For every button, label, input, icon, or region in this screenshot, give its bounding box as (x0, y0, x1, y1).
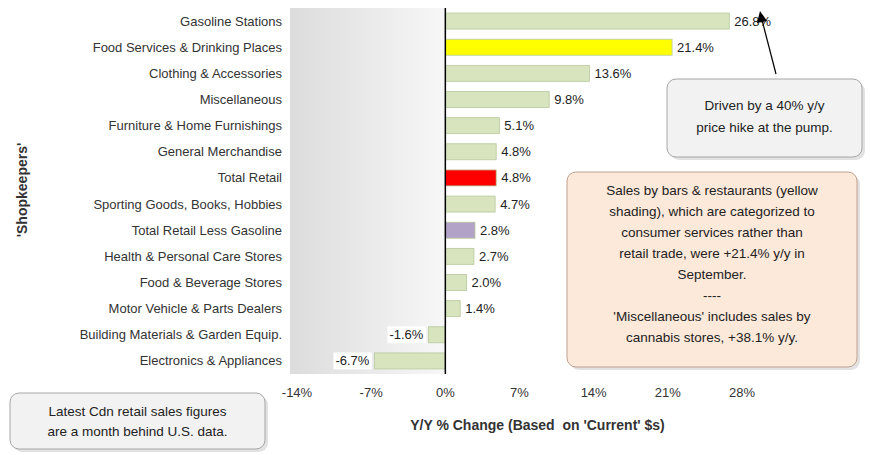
data-label: 4.7% (500, 197, 530, 212)
bar (374, 353, 445, 369)
tick-label: -7% (360, 385, 384, 400)
category-label: Total Retail (218, 170, 282, 185)
annotation-box (567, 172, 857, 367)
bar (445, 92, 549, 108)
annotation: Driven by a 40% y/y price hike at the pum… (667, 79, 865, 160)
category-label: Sporting Goods, Books, Hobbies (93, 197, 282, 212)
chart: Gasoline Stations Food Services & Drinkin… (0, 0, 870, 455)
annotation-text: price hike at the pump. (696, 120, 833, 135)
annotation-text: ---- (703, 288, 721, 303)
data-label-bg (463, 300, 497, 317)
data-label: 9.8% (554, 92, 584, 107)
annotation-box (667, 79, 862, 157)
data-label: 13.6% (594, 66, 631, 81)
data-label: 1.4% (465, 301, 495, 316)
category-label: Miscellaneous (200, 92, 283, 107)
bar (445, 170, 496, 186)
category-label: Total Retail Less Gasoline (132, 223, 282, 238)
category-label: General Merchandise (158, 144, 282, 159)
bar (445, 222, 475, 238)
data-label-bg (387, 326, 425, 343)
x-axis-title: Y/Y % Change (Based on 'Current' $s) (410, 417, 665, 433)
category-label: Building Materials & Garden Equip. (80, 327, 282, 342)
annotation-text: Latest Cdn retail sales figures (49, 404, 227, 419)
category-label: Motor Vehicle & Parts Dealers (109, 301, 283, 316)
bar (445, 118, 499, 134)
tick-label: 0% (436, 385, 455, 400)
data-label: 5.1% (504, 118, 534, 133)
annotation-text: Driven by a 40% y/y (704, 98, 824, 113)
tick-label: 21% (655, 385, 681, 400)
y-axis-title: 'Shopkeepers' (14, 143, 30, 238)
bar (445, 301, 460, 317)
data-label-bg (333, 352, 371, 369)
category-label: Food Services & Drinking Places (93, 40, 283, 55)
arrow-line (762, 20, 776, 74)
bar (445, 275, 466, 291)
bar (445, 196, 495, 212)
bar (445, 144, 496, 160)
data-label: 21.4% (677, 40, 714, 55)
data-label-bg (502, 117, 536, 134)
annotation-text: shading), which are categorized to (609, 204, 815, 219)
bar (445, 13, 729, 29)
data-label: -6.7% (335, 353, 369, 368)
bar (445, 39, 672, 55)
category-label: Gasoline Stations (180, 14, 282, 29)
annotation: Sales by bars & restaurants (yellow shadi… (567, 172, 860, 370)
data-label-bg (675, 39, 716, 56)
annotation-text: consumer services rather than (621, 225, 803, 240)
category-label: Health & Personal Care Stores (104, 249, 282, 264)
data-label-bg (498, 196, 532, 213)
category-label: Clothing & Accessories (149, 66, 282, 81)
data-label: 4.8% (501, 144, 531, 159)
data-label-bg (499, 169, 533, 186)
tick-label: -14% (282, 385, 313, 400)
bar (445, 65, 589, 81)
data-label: -1.6% (389, 327, 423, 342)
data-label-bg (478, 222, 512, 239)
tick-label: 28% (729, 385, 755, 400)
category-label: Furniture & Home Furnishings (109, 118, 283, 133)
annotation-text: cannabis stores, +38.1% y/y. (626, 330, 798, 345)
bar (428, 327, 445, 343)
data-label-bg (592, 65, 633, 82)
zero-line (445, 8, 447, 374)
tick-label: 14% (581, 385, 607, 400)
annotation-arrow (757, 11, 776, 74)
data-label-bg (470, 274, 504, 291)
data-label-bg (477, 248, 511, 265)
annotation-text: are a month behind U.S. data. (47, 424, 227, 439)
category-label: Food & Beverage Stores (140, 275, 283, 290)
bar (445, 248, 474, 264)
annotation-text: Sales by bars & restaurants (yellow (606, 183, 818, 198)
category-label: Electronics & Appliances (140, 353, 283, 368)
annotation-text: 'Miscellaneous' includes sales by (613, 309, 811, 324)
data-label-bg (552, 91, 586, 108)
tick-label: 7% (510, 385, 529, 400)
arrow-head (757, 11, 767, 23)
negative-shade (290, 8, 445, 374)
data-label-bg (732, 13, 773, 30)
annotation-box (10, 393, 265, 449)
data-label: 2.7% (479, 249, 509, 264)
data-label: 2.8% (480, 223, 510, 238)
data-label-bg (499, 143, 533, 160)
data-label: 2.0% (472, 275, 502, 290)
annotation-text: September. (677, 267, 746, 282)
annotation-text: retail trade, were +21.4% y/y in (619, 246, 805, 261)
annotation: Latest Cdn retail sales figures are a mon… (10, 393, 268, 452)
data-label: 4.8% (501, 170, 531, 185)
